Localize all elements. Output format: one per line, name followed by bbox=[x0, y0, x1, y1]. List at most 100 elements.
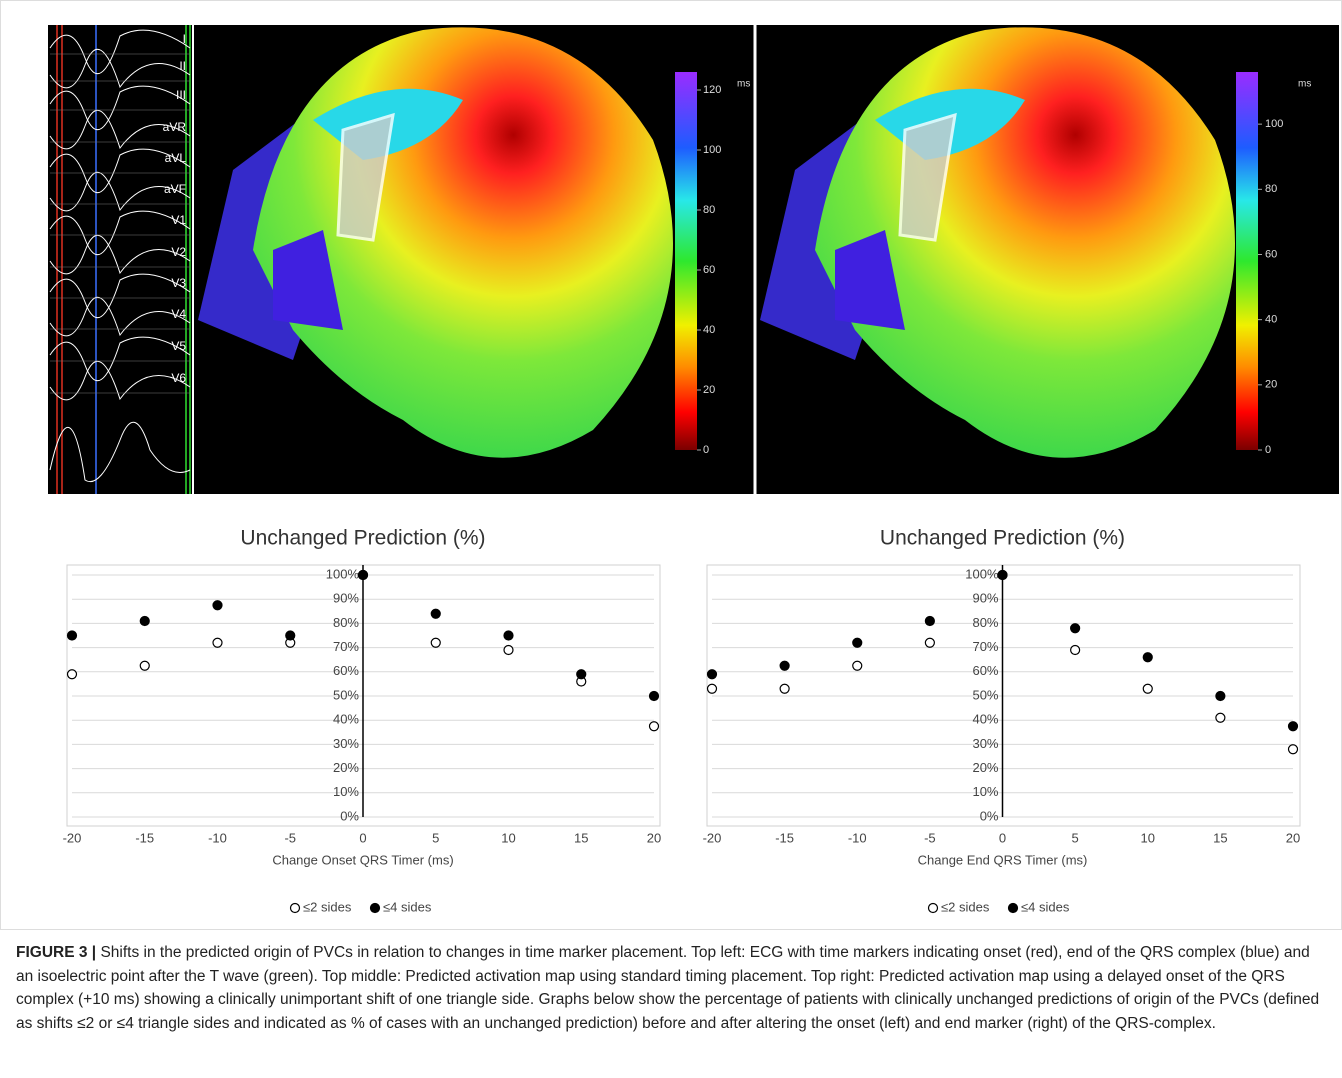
x-tick-label: -20 bbox=[703, 830, 722, 845]
ecg-lead-label: II bbox=[179, 59, 186, 73]
ecg-lead-label: V1 bbox=[171, 213, 186, 227]
data-point bbox=[779, 683, 790, 694]
ecg-lead-label: aVF bbox=[164, 182, 186, 196]
chart-title: Unchanged Prediction (%) bbox=[880, 527, 1125, 550]
y-tick-label: 50% bbox=[333, 687, 359, 702]
ecg-lead-label: V4 bbox=[171, 307, 186, 321]
data-point bbox=[285, 630, 296, 641]
data-point bbox=[706, 669, 718, 680]
data-point bbox=[1215, 690, 1226, 702]
ecg-lead-label: aVL bbox=[165, 151, 187, 165]
caption-label: FIGURE 3 | bbox=[16, 944, 97, 961]
ecg-lead-label: V5 bbox=[171, 339, 186, 353]
data-point bbox=[924, 637, 935, 648]
legend-label: ≤4 sides bbox=[1021, 899, 1070, 914]
data-point bbox=[139, 615, 150, 627]
y-tick-label: 80% bbox=[333, 615, 359, 630]
ecg-trace bbox=[49, 421, 191, 482]
colorbar-tick-label: 0 bbox=[1265, 444, 1271, 456]
x-tick-label: -5 bbox=[924, 830, 936, 845]
legend-marker bbox=[369, 902, 381, 914]
chart: Unchanged Prediction (%)0%10%20%30%40%50… bbox=[703, 527, 1301, 914]
y-tick-label: 40% bbox=[972, 712, 998, 727]
x-tick-label: -10 bbox=[848, 830, 867, 845]
colorbar-tick-label: 100 bbox=[703, 144, 721, 156]
data-point bbox=[430, 608, 441, 619]
ecg-trace bbox=[49, 336, 191, 382]
colorbar-tick-label: 80 bbox=[1265, 183, 1277, 195]
x-axis-label: Change Onset QRS Timer (ms) bbox=[272, 852, 453, 867]
y-tick-label: 50% bbox=[972, 687, 998, 702]
colorbar-tick-label: 60 bbox=[1265, 248, 1277, 260]
ecg-trace bbox=[49, 296, 191, 337]
colorbar-tick-label: 60 bbox=[703, 264, 715, 276]
data-point bbox=[503, 644, 514, 656]
ecg-trace bbox=[49, 360, 191, 401]
x-tick-label: 10 bbox=[1141, 830, 1155, 845]
y-tick-label: 100% bbox=[326, 566, 360, 581]
ecg-lead-label: V6 bbox=[171, 371, 186, 385]
y-tick-label: 70% bbox=[333, 639, 359, 654]
ecg-lead-label: I bbox=[183, 32, 186, 46]
colorbar-tick-label: 40 bbox=[1265, 314, 1277, 326]
x-tick-label: -15 bbox=[135, 830, 154, 845]
ecg-trace bbox=[49, 171, 191, 212]
data-point bbox=[576, 669, 587, 680]
x-tick-label: -15 bbox=[775, 830, 794, 845]
x-tick-label: 5 bbox=[432, 830, 439, 845]
colorbar bbox=[1236, 72, 1258, 450]
y-tick-label: 20% bbox=[333, 760, 359, 775]
ecg-trace bbox=[49, 48, 191, 89]
activation-map: ms 0 20 40 60 80 100 120 bbox=[198, 27, 750, 458]
data-point bbox=[1215, 712, 1226, 723]
data-point bbox=[706, 683, 718, 694]
chart: Unchanged Prediction (%)0%10%20%30%40%50… bbox=[63, 527, 662, 915]
x-tick-label: -5 bbox=[284, 830, 296, 845]
data-point bbox=[139, 660, 150, 671]
y-tick-label: 40% bbox=[333, 712, 359, 727]
x-tick-label: 10 bbox=[501, 830, 515, 845]
ecg-trace bbox=[49, 273, 191, 319]
data-point bbox=[430, 637, 441, 648]
y-tick-label: 10% bbox=[333, 784, 359, 799]
ecg-lead-label: V3 bbox=[171, 276, 186, 290]
y-tick-label: 100% bbox=[965, 566, 999, 581]
caption-text: Shifts in the predicted origin of PVCs i… bbox=[16, 944, 1320, 1032]
x-tick-label: -10 bbox=[208, 830, 227, 845]
data-point bbox=[852, 660, 863, 671]
plot-frame bbox=[706, 564, 1301, 827]
valve bbox=[336, 112, 395, 242]
colorbar-tick-label: 80 bbox=[703, 204, 715, 216]
data-point bbox=[1287, 721, 1299, 732]
data-point bbox=[852, 637, 863, 648]
valve bbox=[898, 112, 957, 242]
data-point bbox=[503, 630, 514, 641]
x-tick-label: 20 bbox=[1286, 830, 1300, 845]
legend-marker bbox=[289, 902, 301, 914]
chart-title: Unchanged Prediction (%) bbox=[240, 527, 485, 550]
colorbar-tick-label: 100 bbox=[1265, 118, 1283, 130]
y-tick-label: 90% bbox=[972, 591, 998, 606]
y-tick-label: 60% bbox=[333, 663, 359, 678]
data-point bbox=[924, 615, 935, 627]
data-point bbox=[779, 660, 790, 671]
colorbar-unit: ms bbox=[1298, 79, 1311, 90]
ecg-lead-label: V2 bbox=[171, 245, 186, 259]
data-point bbox=[66, 669, 78, 680]
data-point bbox=[997, 569, 1008, 581]
x-tick-label: 0 bbox=[359, 830, 366, 845]
data-point bbox=[1287, 744, 1299, 755]
x-tick-label: -20 bbox=[63, 830, 82, 845]
x-tick-label: 5 bbox=[1072, 830, 1079, 845]
legend-marker bbox=[1007, 902, 1019, 914]
activation-map: ms 0 20 40 60 80 100 bbox=[760, 27, 1311, 458]
colorbar-tick-label: 20 bbox=[703, 384, 715, 396]
ecg-trace bbox=[49, 234, 191, 275]
y-tick-label: 20% bbox=[972, 760, 998, 775]
ecg-trace bbox=[49, 210, 191, 256]
y-tick-label: 60% bbox=[972, 663, 998, 678]
ecg-trace bbox=[49, 29, 191, 75]
colorbar bbox=[675, 72, 697, 450]
